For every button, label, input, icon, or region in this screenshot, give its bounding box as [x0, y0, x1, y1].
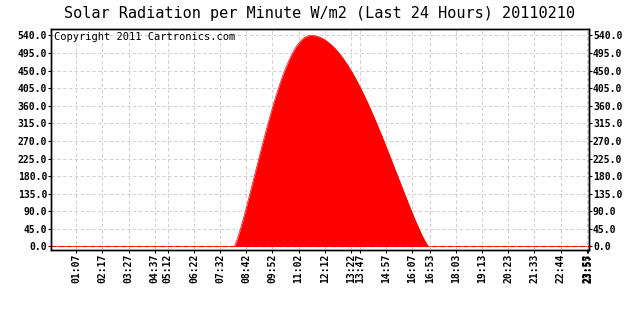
Text: Copyright 2011 Cartronics.com: Copyright 2011 Cartronics.com — [54, 32, 235, 42]
Text: Solar Radiation per Minute W/m2 (Last 24 Hours) 20110210: Solar Radiation per Minute W/m2 (Last 24… — [65, 6, 575, 21]
